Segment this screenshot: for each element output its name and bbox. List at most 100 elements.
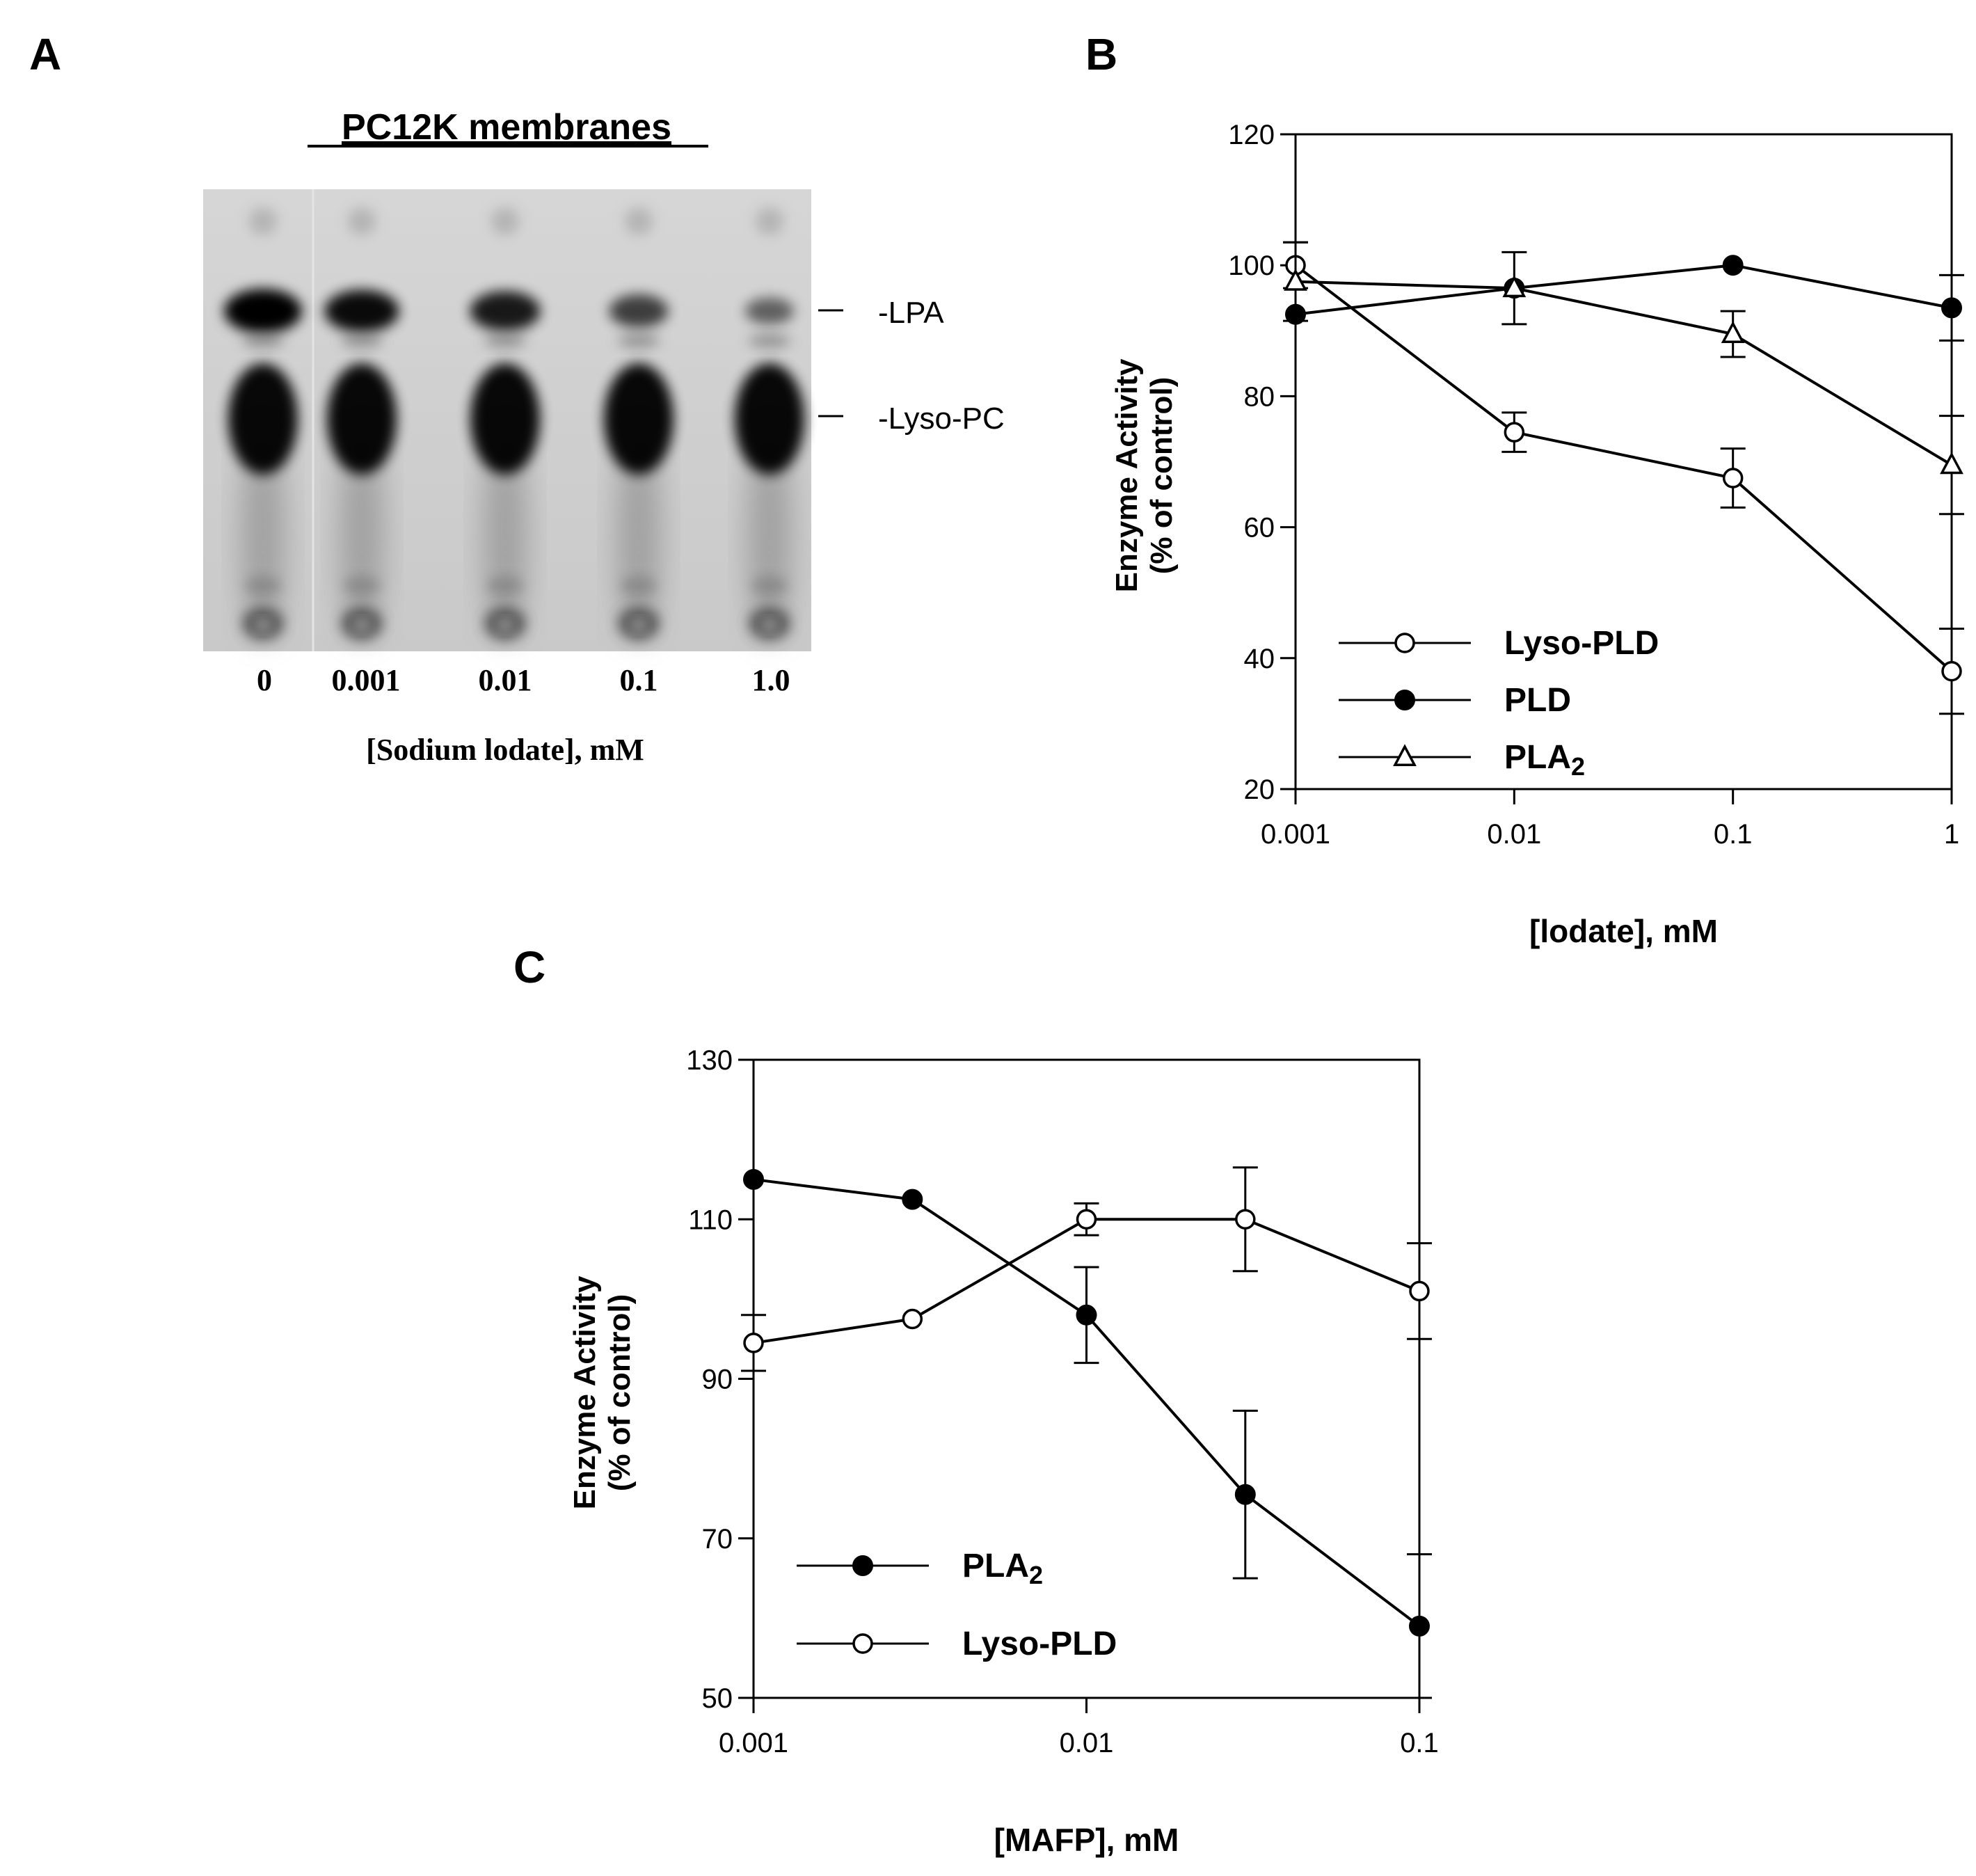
y-tick-label: 80 — [1244, 381, 1275, 412]
tlc-origin-center — [355, 619, 369, 630]
marker-filled-circle — [1234, 1484, 1256, 1505]
x-tick-label: 0.1 — [1400, 1728, 1439, 1758]
y-axis-label: Enzyme Activity — [1110, 358, 1144, 592]
x-axis-label: [lodate], mM — [1529, 913, 1718, 949]
x-axis-label: [MAFP], mM — [994, 1822, 1179, 1858]
series-line — [1295, 280, 1953, 466]
y-axis-label-line2: (% of control) — [603, 1294, 637, 1492]
y-tick-label: 130 — [686, 1045, 733, 1076]
tlc-lysopc-spot — [327, 363, 397, 475]
tlc-origin-top-spot — [249, 207, 277, 235]
y-axis-label: Enzyme Activity — [568, 1275, 602, 1509]
legend-subscript: 2 — [1029, 1561, 1043, 1589]
marker-filled-circle — [1722, 255, 1744, 276]
tlc-faint-band — [341, 334, 383, 348]
plot-frame — [752, 1058, 1421, 1699]
tlc-origin-center — [256, 619, 270, 630]
legend-subscript: 2 — [1571, 752, 1585, 781]
y-tick-label: 20 — [1244, 774, 1275, 805]
tlc-lysopc-spot — [735, 363, 804, 475]
marker-filled-circle — [1941, 297, 1962, 319]
plot-frame — [1294, 133, 1953, 790]
lane-label: 0 — [257, 663, 272, 697]
lysopc-band-label: -Lyso-PC — [878, 402, 1005, 436]
tlc-lysopc-spot — [604, 363, 674, 475]
panel-label-c: C — [513, 942, 545, 992]
legend-label: Lyso-PLD — [962, 1625, 1117, 1662]
tlc-plate — [203, 189, 811, 651]
tlc-lpa-spot — [470, 291, 541, 331]
series-line — [1294, 264, 1953, 673]
tlc-origin-top-spot — [625, 207, 653, 235]
lane-label: 1.0 — [752, 663, 790, 697]
marker-open-circle — [1504, 422, 1525, 443]
tlc-lower-spot — [751, 576, 788, 596]
series-line — [753, 1177, 1421, 1628]
y-axis-label-line2: (% of control) — [1145, 377, 1179, 575]
panel-label-a: A — [29, 29, 61, 79]
tlc-lysopc-spot — [228, 363, 298, 475]
legend-label: PLA2 — [1504, 739, 1585, 781]
y-tick-label: 50 — [702, 1683, 733, 1714]
marker-filled-circle — [902, 1189, 923, 1210]
tlc-origin-top-spot — [348, 207, 376, 235]
x-tick-label: 0.01 — [1487, 819, 1541, 850]
y-tick-label: 60 — [1244, 513, 1275, 543]
marker-open-circle — [1409, 1280, 1430, 1302]
legend-entry: Lyso-PLD — [797, 1625, 1117, 1662]
tlc-lysopc-spot — [470, 363, 540, 475]
tlc-lanes — [224, 207, 804, 640]
marker-open-circle — [1941, 660, 1962, 682]
panel-label-b: B — [1085, 29, 1117, 79]
tlc-origin-center — [498, 619, 512, 630]
tlc-faint-band — [618, 334, 660, 348]
y-tick-label: 110 — [688, 1205, 733, 1235]
y-tick-label: 90 — [702, 1365, 733, 1395]
marker-open-circle — [1394, 633, 1415, 653]
panel-a-xlabel: [Sodium lodate], mM — [366, 733, 644, 767]
tlc-lane — [604, 207, 674, 640]
legend-label: PLA2 — [962, 1548, 1043, 1589]
legend-label: PLD — [1504, 682, 1571, 719]
x-tick-label: 0.1 — [1714, 819, 1753, 850]
marker-open-triangle — [1284, 269, 1307, 291]
marker-filled-circle — [1394, 690, 1415, 710]
legend-entry: PLD — [1339, 682, 1571, 719]
marker-open-circle — [1076, 1209, 1097, 1230]
tlc-lpa-spot — [745, 297, 794, 325]
lane-label: 0.001 — [332, 663, 401, 697]
marker-filled-circle — [1409, 1615, 1430, 1637]
legend-entry: Lyso-PLD — [1339, 625, 1659, 662]
tlc-faint-band — [242, 334, 284, 348]
y-tick-label: 40 — [1244, 644, 1275, 674]
tlc-lpa-spot — [224, 289, 302, 333]
tlc-lane — [470, 207, 541, 640]
x-tick-label: 0.001 — [1261, 819, 1330, 850]
marker-open-triangle — [1721, 321, 1745, 344]
legend-entry: PLA2 — [1339, 739, 1585, 781]
tlc-faint-band — [484, 334, 526, 348]
panel-a: PC12K membranes -LPA -Lyso-PC 0 0.001 0.… — [203, 107, 1005, 767]
marker-open-circle — [743, 1333, 764, 1353]
lane-label: 0.1 — [620, 663, 658, 697]
marker-open-triangle — [1393, 744, 1417, 766]
legend-entry: PLA2 — [797, 1548, 1043, 1589]
lpa-band-label: -LPA — [878, 296, 944, 330]
marker-open-triangle — [1502, 275, 1527, 298]
legend-label: Lyso-PLD — [1504, 625, 1659, 662]
series-lyso-pld — [741, 1166, 1432, 1372]
x-tick-label: 0.01 — [1060, 1728, 1114, 1758]
marker-filled-circle — [743, 1168, 764, 1190]
tlc-origin-top-spot — [756, 207, 783, 235]
tlc-lane — [324, 207, 399, 640]
series-line — [1295, 264, 1952, 316]
marker-filled-circle — [852, 1555, 873, 1576]
y-tick-label: 120 — [1228, 120, 1275, 150]
series-pla — [1283, 241, 1964, 516]
tlc-lpa-spot — [324, 289, 399, 333]
marker-filled-circle — [1076, 1304, 1097, 1326]
series-pld — [1285, 255, 1964, 342]
chart-b: 20 40 60 80 100 120 0.001 0.01 0.1 1 [lodate], mM E… — [1110, 120, 1964, 949]
tlc-lower-spot — [487, 576, 523, 596]
tlc-origin-top-spot — [491, 207, 519, 235]
